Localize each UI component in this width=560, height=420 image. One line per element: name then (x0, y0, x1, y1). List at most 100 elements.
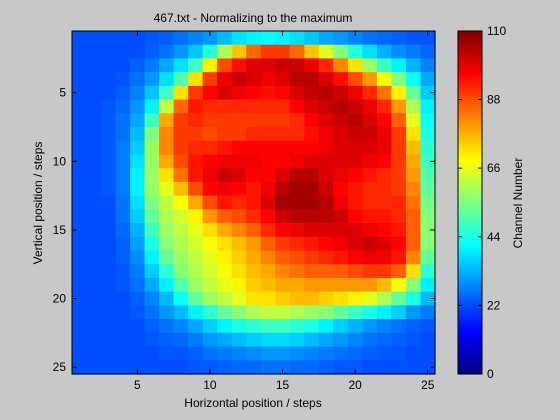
heatmap-cell (115, 99, 131, 114)
heatmap-cell (86, 85, 102, 101)
heatmap-cell (188, 44, 204, 60)
heatmap-cell (275, 250, 291, 265)
heatmap-cell (231, 319, 247, 334)
heatmap-cell (260, 44, 276, 60)
colorbar-tick-label: 110 (487, 24, 506, 38)
heatmap-cell (202, 264, 218, 279)
heatmap-cell (405, 223, 422, 238)
heatmap-cell (202, 127, 218, 142)
heatmap-cell (101, 99, 117, 114)
heatmap-cell (289, 85, 305, 101)
heatmap-cell (202, 44, 218, 60)
heatmap-cell (72, 140, 88, 156)
heatmap-cell (115, 72, 131, 87)
heatmap-cell (420, 113, 436, 128)
heatmap-cell (159, 72, 175, 87)
heatmap-cell (289, 31, 305, 46)
heatmap-cell (86, 154, 102, 169)
heatmap-cell (115, 58, 131, 73)
heatmap-cell (260, 168, 276, 183)
heatmap-cell (101, 332, 117, 348)
heatmap-cell (405, 72, 422, 87)
heatmap-cell (275, 305, 291, 320)
heatmap-cell (101, 291, 117, 306)
heatmap-cell (333, 305, 349, 320)
heatmap-cell (72, 250, 88, 265)
heatmap-cell (376, 277, 393, 293)
heatmap-cell (333, 113, 349, 128)
heatmap-cell (101, 168, 117, 183)
heatmap-cell (115, 31, 131, 46)
heatmap-cell (202, 154, 218, 169)
heatmap-cell (231, 264, 247, 279)
heatmap-cell (275, 346, 291, 361)
heatmap-cell (376, 99, 393, 114)
heatmap-cell (202, 250, 218, 265)
x-tick-label: 15 (276, 378, 290, 392)
heatmap-cell (231, 332, 247, 348)
heatmap-cell (333, 58, 349, 73)
heatmap-cell (72, 168, 88, 183)
heatmap-cell (72, 113, 88, 128)
heatmap-cell (362, 346, 378, 361)
heatmap-cell (115, 195, 131, 210)
heatmap-cell (217, 346, 233, 361)
heatmap-cell (115, 168, 131, 183)
heatmap-cell (246, 223, 262, 238)
heatmap-cell (391, 195, 407, 210)
heatmap-cell (333, 181, 349, 197)
heatmap-cell (130, 181, 146, 197)
heatmap-cell (144, 250, 160, 265)
heatmap-cell (130, 127, 146, 142)
heatmap-cell (202, 58, 218, 73)
heatmap-cell (275, 291, 291, 306)
heatmap-cell (246, 168, 262, 183)
heatmap-cell (115, 236, 131, 252)
heatmap-cell (289, 113, 305, 128)
heatmap-cell (86, 181, 102, 197)
heatmap-cell (173, 58, 189, 73)
heatmap-cell (275, 31, 291, 46)
heatmap-cell (101, 44, 117, 60)
heatmap-cell (246, 58, 262, 73)
heatmap-cell (101, 236, 117, 252)
heatmap-cell (231, 181, 247, 197)
heatmap-cell (304, 72, 320, 87)
heatmap-cell (231, 346, 247, 361)
heatmap-cell (101, 277, 117, 293)
heatmap-cell (144, 85, 160, 101)
heatmap-cell (304, 181, 320, 197)
heatmap-cell (391, 277, 407, 293)
heatmap-cell (173, 85, 189, 101)
heatmap-cell (188, 264, 204, 279)
heatmap-cell (347, 319, 363, 334)
heatmap-cell (405, 44, 422, 60)
heatmap-cell (275, 72, 291, 87)
heatmap-cell (130, 332, 146, 348)
heatmap-cell (72, 360, 88, 375)
heatmap-cell (376, 332, 393, 348)
heatmap-cell (72, 264, 88, 279)
heatmap-cell (260, 236, 276, 252)
heatmap-cell (420, 44, 436, 60)
heatmap-cell (318, 277, 334, 293)
heatmap-cell (115, 291, 131, 306)
heatmap-cell (144, 264, 160, 279)
heatmap-cell (173, 99, 189, 114)
heatmap-cell (101, 127, 117, 142)
heatmap-cell (217, 236, 233, 252)
heatmap-cell (144, 44, 160, 60)
heatmap-cell (275, 58, 291, 73)
heatmap-cell (260, 195, 276, 210)
heatmap-cell (231, 113, 247, 128)
heatmap-cell (362, 85, 378, 101)
heatmap-cell (318, 72, 334, 87)
heatmap-cell (289, 319, 305, 334)
heatmap-cell (72, 99, 88, 114)
heatmap-cell (260, 113, 276, 128)
heatmap-cell (217, 181, 233, 197)
y-axis-ticks: 5 10 15 20 25 (53, 86, 435, 374)
heatmap-cell (202, 332, 218, 348)
heatmap-cell (188, 277, 204, 293)
heatmap-cell (420, 236, 436, 252)
